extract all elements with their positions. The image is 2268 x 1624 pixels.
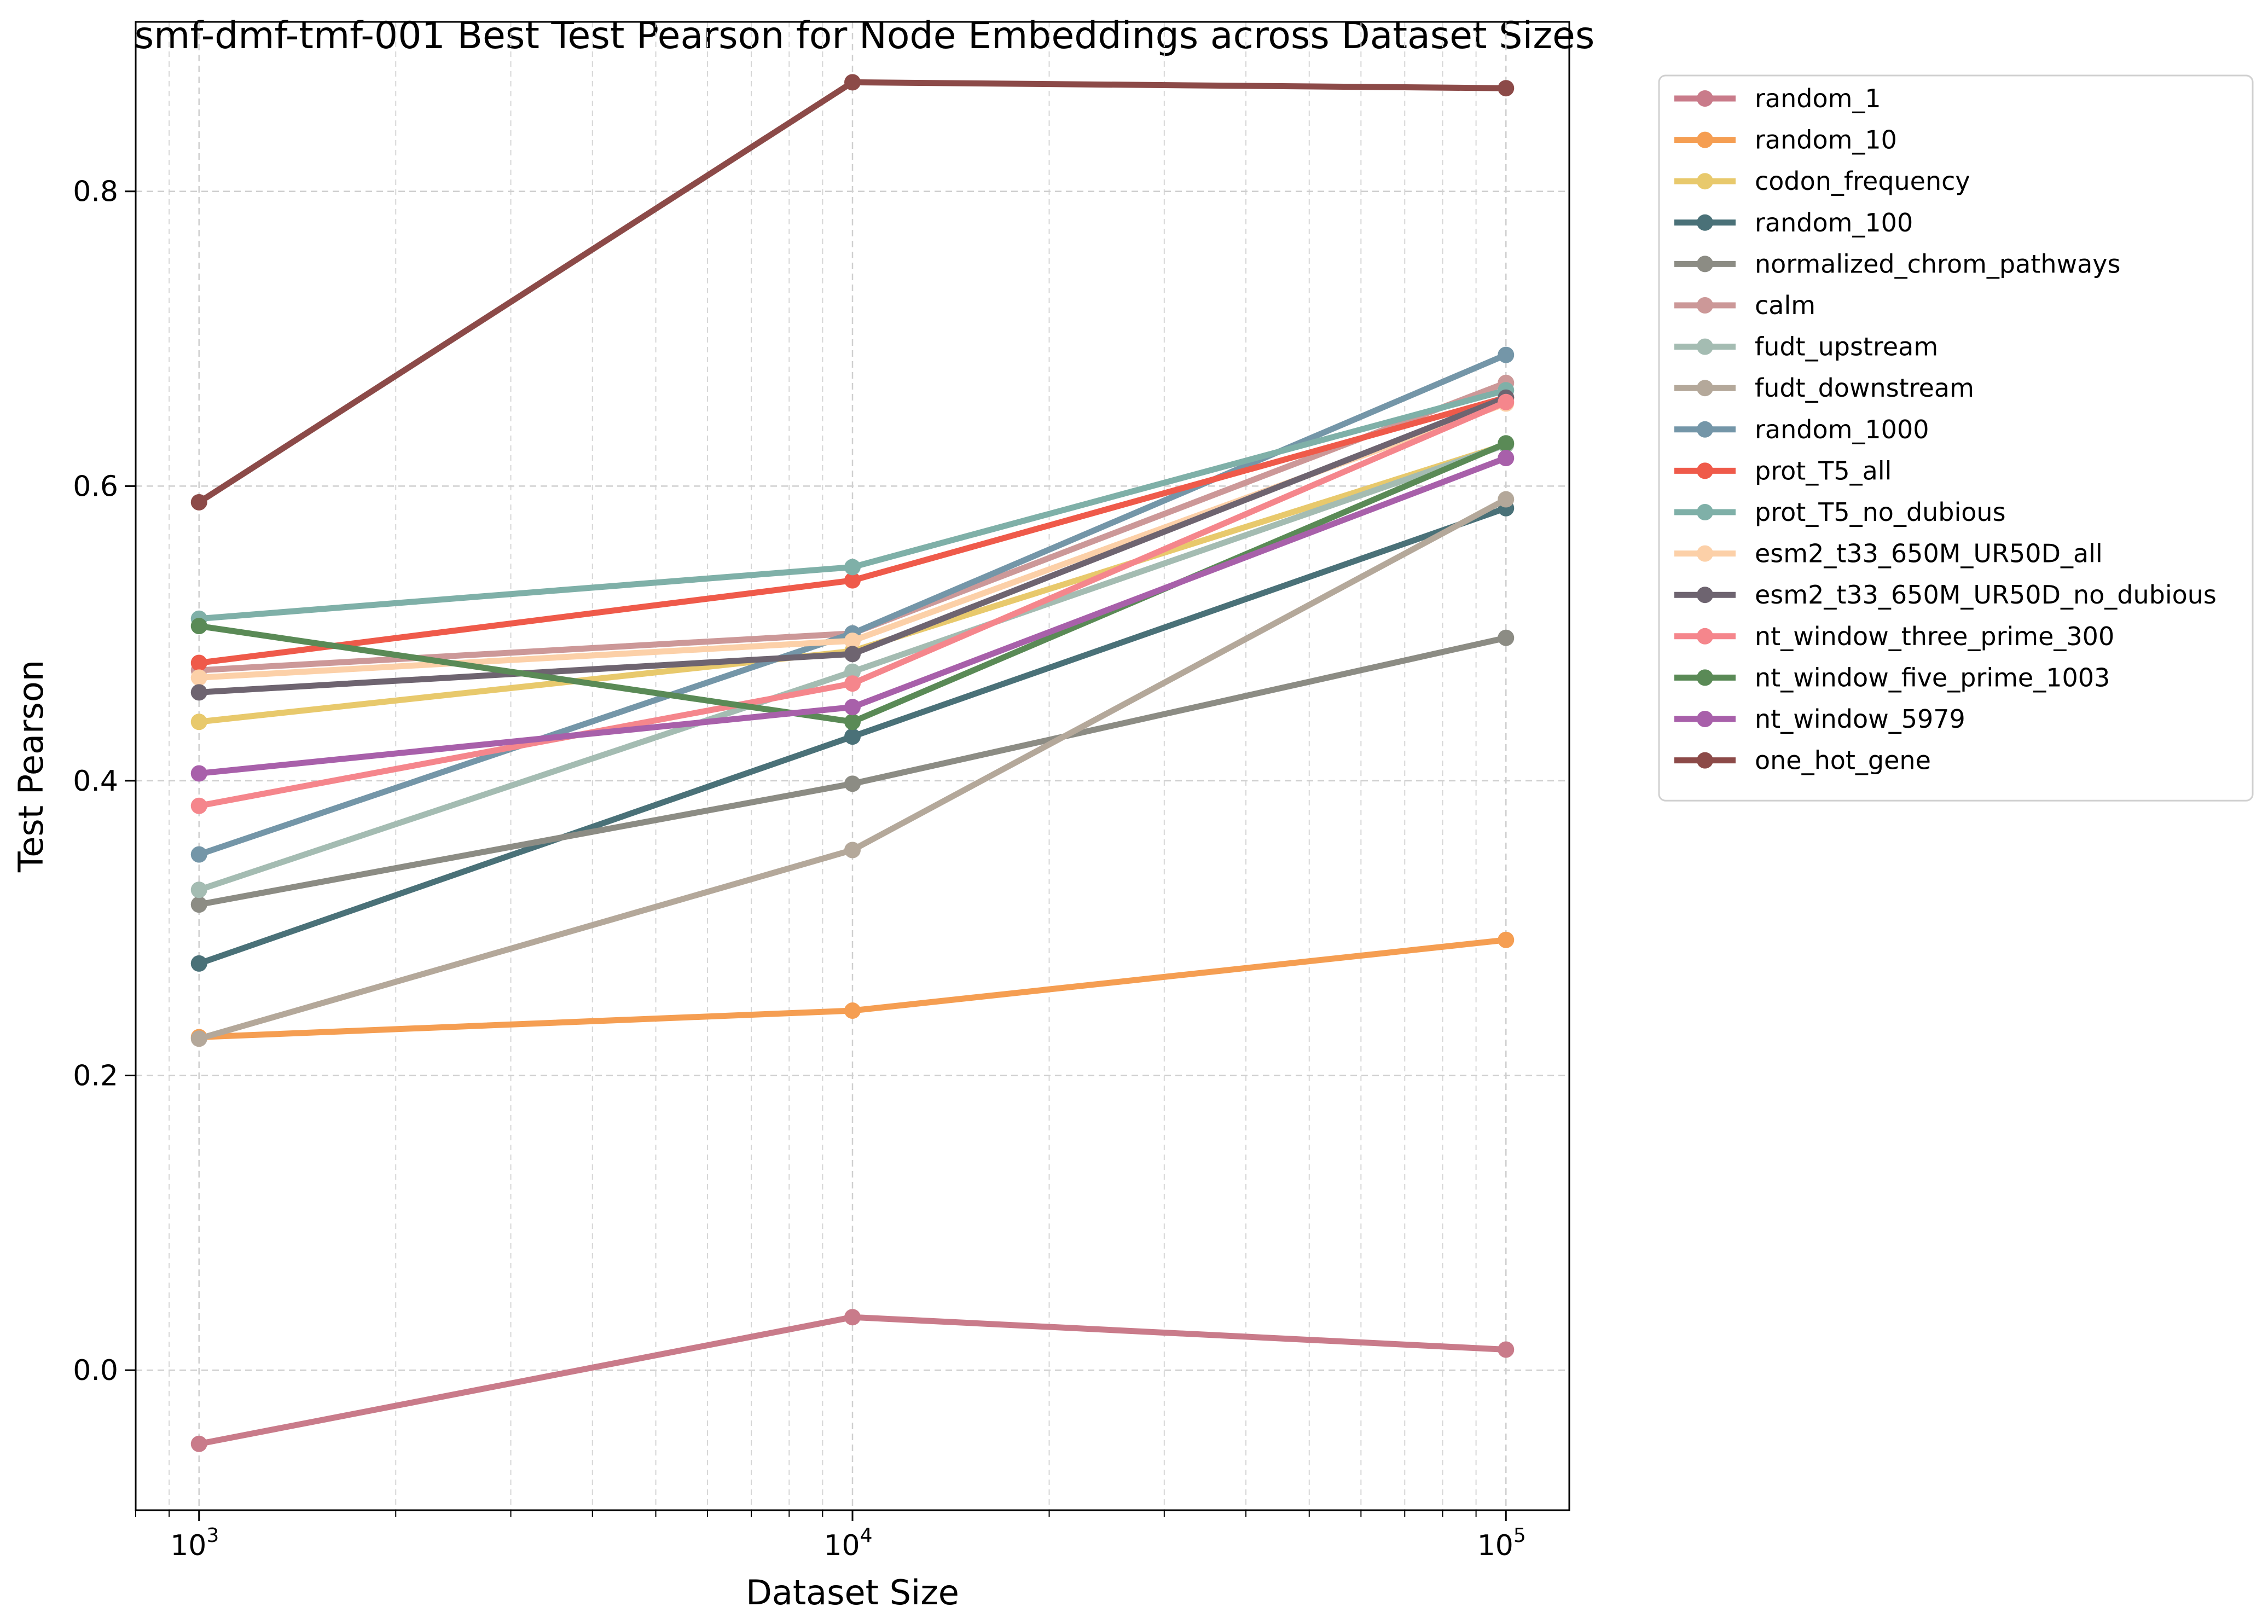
legend-label: nt_window_five_prime_1003 (1755, 663, 2110, 692)
axes: 103 104 105 0.0 0.2 0.4 0.6 0.8 (73, 176, 1526, 1562)
data-point-esm2_t33_650M_UR50D_all (844, 633, 861, 649)
legend-swatch-marker (1697, 131, 1713, 148)
data-point-nt_window_5979 (844, 699, 861, 716)
data-point-normalized_chrom_pathways (190, 896, 207, 913)
data-point-nt_window_5979 (190, 765, 207, 782)
legend-swatch-marker (1697, 256, 1713, 272)
data-point-nt_window_five_prime_1003 (844, 714, 861, 730)
legend-label: codon_frequency (1755, 166, 1970, 196)
y-tick-label: 0.6 (73, 470, 118, 503)
legend-swatch-marker (1697, 338, 1713, 355)
data-point-esm2_t33_650M_UR50D_no_dubious (844, 646, 861, 663)
grid (135, 22, 1569, 1510)
data-point-nt_window_three_prime_300 (190, 797, 207, 814)
legend-swatch-marker (1697, 297, 1713, 314)
legend-swatch-marker (1697, 545, 1713, 562)
legend-swatch-marker (1697, 628, 1713, 645)
legend-swatch-marker (1697, 752, 1713, 769)
data-point-fudt_upstream (844, 663, 861, 680)
legend-swatch-marker (1697, 587, 1713, 604)
data-point-one_hot_gene (844, 74, 861, 91)
y-tick-label: 0.0 (73, 1354, 118, 1387)
series-one_hot_gene (190, 74, 1515, 511)
series-normalized_chrom_pathways (190, 629, 1515, 913)
series-random_1 (190, 1309, 1515, 1452)
data-point-normalized_chrom_pathways (844, 775, 861, 792)
legend-label: fudt_upstream (1755, 332, 1938, 362)
legend-label: random_1 (1755, 84, 1881, 113)
data-point-nt_window_five_prime_1003 (1498, 435, 1515, 452)
data-point-random_1 (844, 1309, 861, 1326)
data-point-one_hot_gene (190, 494, 207, 511)
series-nt_window_5979 (190, 450, 1515, 782)
legend-label: normalized_chrom_pathways (1755, 249, 2120, 279)
data-point-esm2_t33_650M_UR50D_all (190, 669, 207, 686)
legend-label: random_10 (1755, 125, 1897, 155)
legend-swatch-marker (1697, 421, 1713, 438)
data-point-random_10 (844, 1002, 861, 1019)
legend-label: esm2_t33_650M_UR50D_no_dubious (1755, 580, 2217, 610)
data-point-fudt_upstream (190, 881, 207, 898)
x-tick-label: 104 (823, 1524, 872, 1562)
legend-swatch-marker (1697, 504, 1713, 520)
data-point-fudt_downstream (190, 1030, 207, 1047)
data-point-prot_T5_no_dubious (844, 559, 861, 576)
x-tick-label: 103 (170, 1524, 219, 1562)
y-tick-label: 0.2 (73, 1060, 118, 1093)
legend-label: esm2_t33_650M_UR50D_all (1755, 539, 2103, 569)
chart-title: smf-dmf-tmf-001 Best Test Pearson for No… (135, 14, 1595, 57)
series-nt_window_five_prime_1003 (190, 435, 1515, 730)
legend-swatch-marker (1697, 90, 1713, 107)
y-tick-label: 0.8 (73, 176, 118, 208)
legend-label: calm (1755, 291, 1815, 320)
plot-area (190, 74, 1515, 1452)
series-random_100 (190, 500, 1515, 972)
data-point-esm2_t33_650M_UR50D_no_dubious (190, 684, 207, 701)
y-axis-label: Test Pearson (11, 660, 51, 873)
data-point-prot_T5_all (844, 572, 861, 589)
series-nt_window_three_prime_300 (190, 393, 1515, 814)
data-point-random_1 (190, 1435, 207, 1452)
y-tick-label: 0.4 (73, 765, 118, 798)
data-point-nt_window_three_prime_300 (844, 675, 861, 692)
data-point-codon_frequency (190, 714, 207, 730)
data-point-random_1000 (1498, 346, 1515, 363)
legend-label: random_1000 (1755, 415, 1929, 444)
legend-swatch-marker (1697, 462, 1713, 479)
data-point-random_100 (190, 955, 207, 972)
legend-swatch-marker (1697, 669, 1713, 686)
data-point-fudt_downstream (844, 842, 861, 859)
legend-swatch-marker (1697, 173, 1713, 190)
legend-label: one_hot_gene (1755, 746, 1931, 775)
legend-label: random_100 (1755, 208, 1913, 237)
x-axis-label: Dataset Size (746, 1573, 959, 1613)
legend-label: prot_T5_no_dubious (1755, 497, 2006, 527)
data-point-prot_T5_all (190, 654, 207, 671)
x-tick-label: 105 (1477, 1524, 1526, 1562)
data-point-fudt_downstream (1498, 491, 1515, 508)
legend-label: prot_T5_all (1755, 456, 1892, 485)
legend-box (1658, 74, 2254, 802)
legend-swatch-marker (1697, 214, 1713, 231)
data-point-random_1 (1498, 1341, 1515, 1358)
legend: random_1 random_10 codon_frequency random_1… (1658, 74, 2254, 802)
data-point-random_1000 (190, 846, 207, 863)
data-point-random_10 (1498, 931, 1515, 948)
data-point-nt_window_five_prime_1003 (190, 618, 207, 635)
data-point-random_100 (844, 728, 861, 745)
legend-swatch-marker (1697, 380, 1713, 397)
data-point-normalized_chrom_pathways (1498, 629, 1515, 646)
legend-label: nt_window_5979 (1755, 704, 1965, 734)
legend-swatch-marker (1697, 711, 1713, 727)
data-point-one_hot_gene (1498, 80, 1515, 97)
data-point-nt_window_three_prime_300 (1498, 393, 1515, 410)
series-fudt_downstream (190, 491, 1515, 1047)
data-point-nt_window_5979 (1498, 450, 1515, 467)
legend-label: nt_window_three_prime_300 (1755, 622, 2114, 651)
legend-label: fudt_downstream (1755, 373, 1974, 403)
